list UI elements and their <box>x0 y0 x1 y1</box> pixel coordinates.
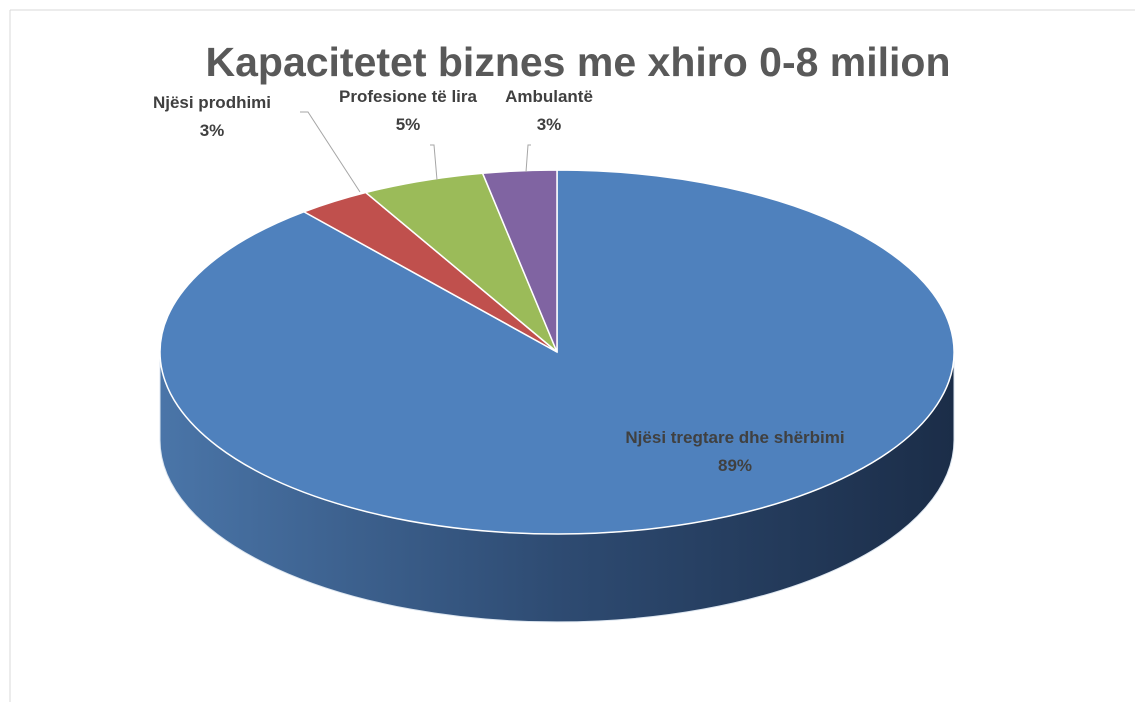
category-label: Njësi prodhimi <box>153 93 271 112</box>
value-label: 3% <box>537 115 562 134</box>
value-label: 3% <box>200 121 225 140</box>
value-label: 5% <box>396 115 421 134</box>
leader-line <box>525 144 531 173</box>
category-label: Njësi tregtare dhe shërbimi <box>625 428 845 447</box>
category-label: Ambulantë <box>505 87 593 106</box>
value-label: 89% <box>717 456 753 475</box>
pie <box>159 169 955 623</box>
slice <box>481 169 558 353</box>
chart-title: Kapacitetet biznes me xhiro 0-8 milion <box>205 39 950 85</box>
leader-line <box>300 111 361 193</box>
category-label: Profesione të lira <box>339 87 477 106</box>
slice-label: Njësi tregtare dhe shërbimi 89% <box>605 424 865 480</box>
leader-line <box>430 144 438 181</box>
